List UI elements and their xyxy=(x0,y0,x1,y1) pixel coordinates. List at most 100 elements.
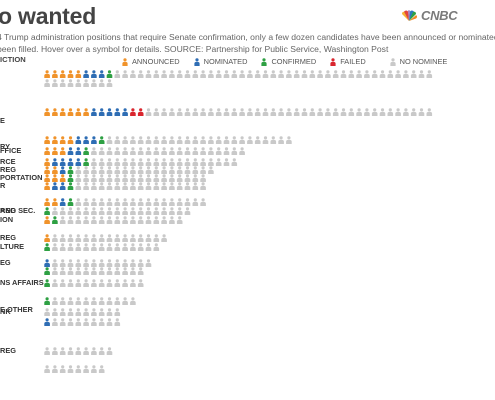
position-icon-no-nominee[interactable] xyxy=(317,70,323,78)
position-icon-no-nominee[interactable] xyxy=(145,166,152,174)
position-icon-no-nominee[interactable] xyxy=(426,108,433,116)
position-icon-no-nominee[interactable] xyxy=(153,147,160,155)
position-icon-no-nominee[interactable] xyxy=(169,158,175,166)
position-icon-no-nominee[interactable] xyxy=(91,308,97,316)
position-icon-no-nominee[interactable] xyxy=(200,198,206,206)
position-icon-confirmed[interactable] xyxy=(52,216,58,224)
position-icon-no-nominee[interactable] xyxy=(176,182,183,190)
position-icon-confirmed[interactable] xyxy=(44,267,50,275)
position-icon-no-nominee[interactable] xyxy=(91,174,97,182)
legend-item-nominated[interactable]: NOMINATED xyxy=(194,57,247,66)
position-icon-nominated[interactable] xyxy=(52,158,58,166)
position-icon-no-nominee[interactable] xyxy=(137,279,144,287)
position-icon-no-nominee[interactable] xyxy=(309,70,316,78)
position-icon-no-nominee[interactable] xyxy=(67,347,74,355)
position-icon-no-nominee[interactable] xyxy=(176,207,183,215)
position-icon-no-nominee[interactable] xyxy=(418,108,425,116)
position-icon-no-nominee[interactable] xyxy=(153,243,160,251)
position-icon-no-nominee[interactable] xyxy=(91,267,97,275)
position-icon-no-nominee[interactable] xyxy=(208,70,214,78)
position-icon-no-nominee[interactable] xyxy=(106,158,113,166)
position-icon-no-nominee[interactable] xyxy=(75,308,82,316)
position-icon-no-nominee[interactable] xyxy=(410,108,417,116)
position-icon-no-nominee[interactable] xyxy=(247,108,253,116)
position-icon-no-nominee[interactable] xyxy=(75,297,82,305)
position-icon-no-nominee[interactable] xyxy=(106,234,113,242)
position-icon-no-nominee[interactable] xyxy=(59,259,66,267)
position-icon-nominated[interactable] xyxy=(106,108,113,116)
position-icon-no-nominee[interactable] xyxy=(161,158,167,166)
position-icon-no-nominee[interactable] xyxy=(52,259,58,267)
position-icon-no-nominee[interactable] xyxy=(59,234,66,242)
position-icon-no-nominee[interactable] xyxy=(91,279,97,287)
position-icon-no-nominee[interactable] xyxy=(137,234,144,242)
position-icon-no-nominee[interactable] xyxy=(44,347,50,355)
position-icon-no-nominee[interactable] xyxy=(348,70,355,78)
position-icon-no-nominee[interactable] xyxy=(130,166,136,174)
position-icon-no-nominee[interactable] xyxy=(153,166,160,174)
position-icon-no-nominee[interactable] xyxy=(59,279,66,287)
position-icon-no-nominee[interactable] xyxy=(106,347,113,355)
position-icon-no-nominee[interactable] xyxy=(176,136,183,144)
position-icon-no-nominee[interactable] xyxy=(106,308,113,316)
position-icon-no-nominee[interactable] xyxy=(114,207,121,215)
position-icon-no-nominee[interactable] xyxy=(379,70,386,78)
position-icon-no-nominee[interactable] xyxy=(106,279,113,287)
position-icon-no-nominee[interactable] xyxy=(169,174,175,182)
position-icon-no-nominee[interactable] xyxy=(161,198,167,206)
position-icon-no-nominee[interactable] xyxy=(145,243,152,251)
position-icon-no-nominee[interactable] xyxy=(184,182,191,190)
position-icon-no-nominee[interactable] xyxy=(44,308,50,316)
position-icon-no-nominee[interactable] xyxy=(317,108,323,116)
position-icon-announced[interactable] xyxy=(75,108,82,116)
position-icon-confirmed[interactable] xyxy=(98,136,105,144)
position-icon-no-nominee[interactable] xyxy=(262,108,269,116)
position-icon-no-nominee[interactable] xyxy=(145,174,152,182)
position-icon-no-nominee[interactable] xyxy=(169,166,175,174)
position-icon-no-nominee[interactable] xyxy=(122,198,128,206)
position-icon-no-nominee[interactable] xyxy=(223,147,230,155)
position-icon-no-nominee[interactable] xyxy=(200,147,206,155)
position-icon-no-nominee[interactable] xyxy=(286,70,292,78)
position-icon-nominated[interactable] xyxy=(75,147,82,155)
position-icon-announced[interactable] xyxy=(44,216,50,224)
position-icon-no-nominee[interactable] xyxy=(293,70,300,78)
legend-item-failed[interactable]: FAILED xyxy=(330,57,366,66)
position-icon-no-nominee[interactable] xyxy=(145,216,152,224)
position-icon-no-nominee[interactable] xyxy=(379,108,386,116)
position-icon-no-nominee[interactable] xyxy=(371,70,378,78)
position-icon-announced[interactable] xyxy=(59,174,66,182)
position-icon-no-nominee[interactable] xyxy=(247,136,253,144)
position-icon-no-nominee[interactable] xyxy=(114,70,121,78)
position-icon-no-nominee[interactable] xyxy=(130,279,136,287)
position-icon-no-nominee[interactable] xyxy=(145,158,152,166)
position-icon-no-nominee[interactable] xyxy=(130,70,136,78)
position-icon-no-nominee[interactable] xyxy=(98,259,105,267)
position-icon-no-nominee[interactable] xyxy=(91,207,97,215)
position-icon-no-nominee[interactable] xyxy=(106,136,113,144)
position-icon-no-nominee[interactable] xyxy=(75,79,82,87)
position-icon-no-nominee[interactable] xyxy=(254,108,261,116)
position-icon-no-nominee[interactable] xyxy=(52,318,58,326)
position-icon-no-nominee[interactable] xyxy=(83,297,89,305)
position-icon-no-nominee[interactable] xyxy=(200,108,206,116)
position-icon-no-nominee[interactable] xyxy=(161,136,167,144)
position-icon-no-nominee[interactable] xyxy=(231,108,238,116)
position-icon-no-nominee[interactable] xyxy=(91,365,97,373)
position-icon-no-nominee[interactable] xyxy=(83,347,89,355)
position-icon-no-nominee[interactable] xyxy=(145,182,152,190)
position-icon-no-nominee[interactable] xyxy=(75,166,82,174)
position-icon-no-nominee[interactable] xyxy=(364,70,370,78)
position-icon-no-nominee[interactable] xyxy=(215,70,222,78)
position-icon-no-nominee[interactable] xyxy=(184,147,191,155)
position-icon-no-nominee[interactable] xyxy=(67,318,74,326)
position-icon-nominated[interactable] xyxy=(83,70,89,78)
position-icon-no-nominee[interactable] xyxy=(145,259,152,267)
position-icon-no-nominee[interactable] xyxy=(114,297,121,305)
position-icon-no-nominee[interactable] xyxy=(262,136,269,144)
position-icon-announced[interactable] xyxy=(44,182,50,190)
position-icon-no-nominee[interactable] xyxy=(83,79,89,87)
position-icon-no-nominee[interactable] xyxy=(293,108,300,116)
position-icon-no-nominee[interactable] xyxy=(59,79,66,87)
position-icon-no-nominee[interactable] xyxy=(176,216,183,224)
